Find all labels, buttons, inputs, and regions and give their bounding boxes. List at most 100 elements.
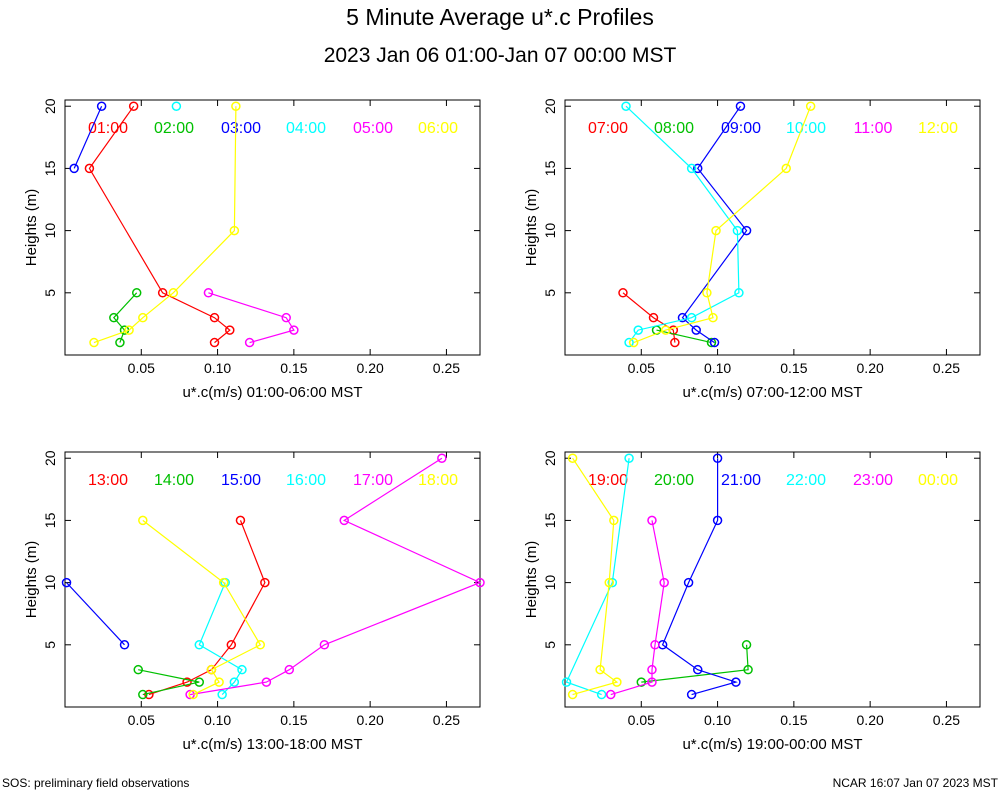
x-tick-label: 0.10 [204, 360, 231, 376]
data-point [612, 677, 622, 687]
data-point [475, 577, 485, 588]
series-line [208, 292, 295, 344]
data-point [561, 677, 572, 687]
series-line [610, 520, 665, 696]
data-point [437, 453, 447, 463]
chart-panel-13-18: 0.05 0.10 0.15 0.20 0.25 5 10 15 20 u*.c(m/s) 13:… [23, 450, 485, 753]
data-point [624, 337, 634, 348]
data-point [636, 677, 647, 687]
data-point [182, 677, 192, 687]
y-tick-label: 10 [42, 575, 58, 591]
data-point [206, 664, 217, 675]
data-point [339, 515, 349, 526]
footer-note: SOS: preliminary field observations [2, 776, 190, 790]
data-point [647, 677, 657, 687]
legend-entry: 20:00 [654, 472, 694, 489]
data-point [650, 640, 660, 650]
data-point [244, 337, 255, 348]
x-tick-label: 0.10 [204, 712, 231, 728]
data-point [235, 515, 246, 526]
data-point [624, 453, 634, 463]
data-point [209, 312, 220, 323]
data-point [708, 312, 718, 323]
data-point [171, 101, 182, 111]
data-point [567, 689, 578, 700]
x-tick-label: 0.15 [280, 360, 307, 376]
legend-entry: 09:00 [721, 120, 761, 137]
y-tick-label: 5 [42, 641, 58, 649]
legend-entry: 11:00 [854, 120, 893, 137]
data-point [628, 337, 639, 348]
data-point [706, 337, 717, 348]
y-axis-label: Heights (m) [23, 541, 40, 619]
data-point [194, 640, 205, 650]
x-axis-label: u*.c(m/s) 19:00-00:00 MST [682, 736, 862, 753]
y-tick-label: 20 [42, 98, 58, 114]
y-tick-label: 5 [542, 289, 558, 297]
data-point [633, 325, 643, 335]
data-point [606, 689, 616, 700]
data-point [231, 101, 241, 111]
x-tick-label: 0.10 [704, 360, 731, 376]
legend-entry: 10:00 [786, 120, 826, 137]
data-point [692, 163, 703, 174]
series-line [66, 582, 125, 646]
plot-frame [564, 99, 981, 356]
series-line [633, 105, 812, 344]
y-tick-label: 10 [542, 575, 558, 591]
data-point [647, 515, 657, 526]
x-tick-label: 0.15 [780, 712, 807, 728]
x-tick-label: 0.25 [433, 712, 460, 728]
series-line [681, 105, 748, 344]
x-tick-label: 0.10 [704, 712, 731, 728]
y-tick-label: 15 [42, 512, 58, 528]
data-point [261, 677, 272, 687]
series-line [198, 582, 243, 696]
y-axis-label: Heights (m) [23, 189, 40, 267]
data-point [702, 288, 712, 298]
series-line [656, 329, 712, 344]
series-line [112, 292, 138, 343]
series-line [572, 457, 619, 696]
legend-entry: 16:00 [286, 472, 326, 489]
data-point [209, 337, 220, 348]
legend-entry: 15:00 [221, 472, 261, 489]
legend-entry: 19:00 [588, 472, 628, 489]
data-point [96, 101, 107, 111]
legend-entry: 13:00 [88, 472, 128, 489]
data-point [138, 312, 148, 323]
data-point [648, 312, 659, 323]
data-point [686, 163, 697, 174]
data-point [732, 225, 743, 236]
data-point [741, 225, 752, 236]
data-point [69, 163, 79, 174]
x-tick-label: 0.15 [780, 360, 807, 376]
plot-frame [564, 451, 981, 708]
series-line [142, 519, 262, 696]
legend-entry: 22:00 [786, 472, 826, 489]
x-tick-label: 0.25 [933, 360, 960, 376]
page-subtitle: 2023 Jan 06 01:00-Jan 07 00:00 MST [323, 44, 677, 67]
data-point [255, 640, 266, 650]
data-point [229, 677, 240, 687]
page-title: 5 Minute Average u*.c Profiles [346, 4, 654, 30]
series-line [625, 105, 740, 343]
legend-entry: 08:00 [654, 120, 694, 137]
data-point [260, 577, 270, 588]
data-point [607, 577, 618, 588]
data-point [138, 515, 148, 526]
x-tick-label: 0.05 [628, 360, 655, 376]
x-tick-label: 0.20 [857, 712, 884, 728]
x-tick-label: 0.15 [280, 712, 307, 728]
legend-entry: 06:00 [418, 120, 458, 137]
x-tick-label: 0.05 [128, 360, 155, 376]
data-point [138, 689, 148, 700]
y-axis-label: Heights (m) [523, 541, 540, 619]
data-point [604, 577, 614, 588]
data-point [683, 577, 694, 588]
chart-panel-01-06: 0.05 0.10 0.15 0.20 0.25 5 10 15 20 u*.c(m/s) 01:… [23, 98, 481, 401]
legend-entry: 12:00 [918, 120, 958, 137]
data-point [203, 288, 214, 298]
data-point [284, 664, 295, 675]
data-point [133, 664, 143, 675]
